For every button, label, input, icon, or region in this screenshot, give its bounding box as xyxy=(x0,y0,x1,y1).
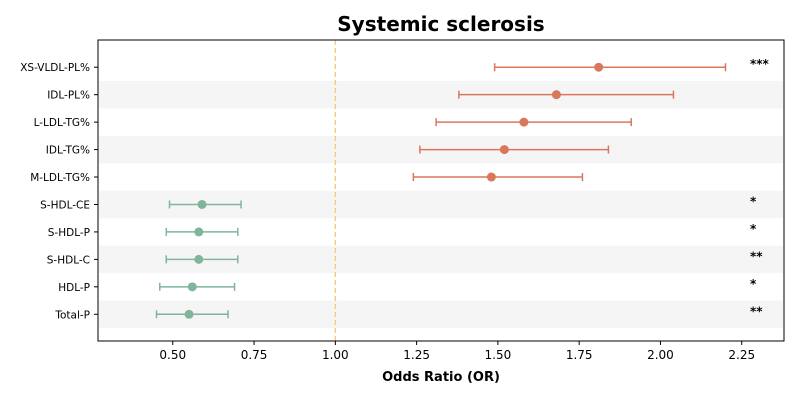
y-tick-label: XS-VLDL-PL% xyxy=(20,62,90,74)
estimate-row xyxy=(458,90,675,100)
significance-label: * xyxy=(750,277,757,291)
estimate-row: * xyxy=(159,277,757,292)
significance-label: *** xyxy=(750,57,770,71)
plot-frame xyxy=(97,39,785,342)
estimate-row: ** xyxy=(165,249,763,264)
y-tick-label: S-HDL-P xyxy=(48,227,90,239)
estimate-row: * xyxy=(168,194,757,209)
x-tick-label: 1.00 xyxy=(322,348,349,362)
y-tick-label: IDL-PL% xyxy=(47,90,90,102)
point-estimate xyxy=(194,227,204,237)
y-tick-label: Total-P xyxy=(54,309,90,321)
y-tick-label: S-HDL-CE xyxy=(40,199,90,211)
point-estimate xyxy=(197,199,207,209)
x-tick-label: 2.25 xyxy=(728,348,755,362)
y-tick-label: L-LDL-TG% xyxy=(34,117,90,129)
x-axis: 0.50 0.75 1.00 1.25 1.50 1.75 2.00 2.25 xyxy=(159,341,755,362)
estimate-row: * xyxy=(165,222,757,237)
y-tick-label: HDL-P xyxy=(58,282,90,294)
x-tick-label: 2.00 xyxy=(647,348,674,362)
data-rows: ********** xyxy=(155,57,770,319)
y-axis: XS-VLDL-PL% IDL-PL% L-LDL-TG% IDL-TG% M-LDL-… xyxy=(20,62,98,321)
y-tick-label: M-LDL-TG% xyxy=(30,172,90,184)
y-tick-label: IDL-TG% xyxy=(46,145,90,157)
row-stripe xyxy=(99,80,783,109)
estimate-row xyxy=(412,172,584,182)
point-estimate xyxy=(519,117,529,127)
chart-title: Systemic sclerosis xyxy=(337,12,544,36)
point-estimate xyxy=(499,145,509,155)
significance-label: * xyxy=(750,222,757,236)
significance-label: ** xyxy=(750,249,763,263)
estimate-row xyxy=(435,117,632,127)
point-estimate xyxy=(194,254,204,264)
x-tick-label: 1.50 xyxy=(485,348,512,362)
point-estimate xyxy=(184,309,194,319)
significance-label: ** xyxy=(750,304,763,318)
x-tick-label: 1.75 xyxy=(566,348,593,362)
x-tick-label: 0.75 xyxy=(241,348,268,362)
x-tick-label: 1.25 xyxy=(403,348,430,362)
point-estimate xyxy=(594,62,604,72)
point-estimate xyxy=(187,282,197,292)
y-tick-label: S-HDL-C xyxy=(47,254,90,266)
x-axis-label: Odds Ratio (OR) xyxy=(382,370,500,385)
point-estimate xyxy=(551,90,561,100)
x-tick-label: 0.50 xyxy=(159,348,186,362)
estimate-row: ** xyxy=(155,304,763,319)
estimate-row: *** xyxy=(493,57,770,72)
significance-label: * xyxy=(750,194,757,208)
point-estimate xyxy=(486,172,496,182)
estimate-row xyxy=(419,145,610,155)
